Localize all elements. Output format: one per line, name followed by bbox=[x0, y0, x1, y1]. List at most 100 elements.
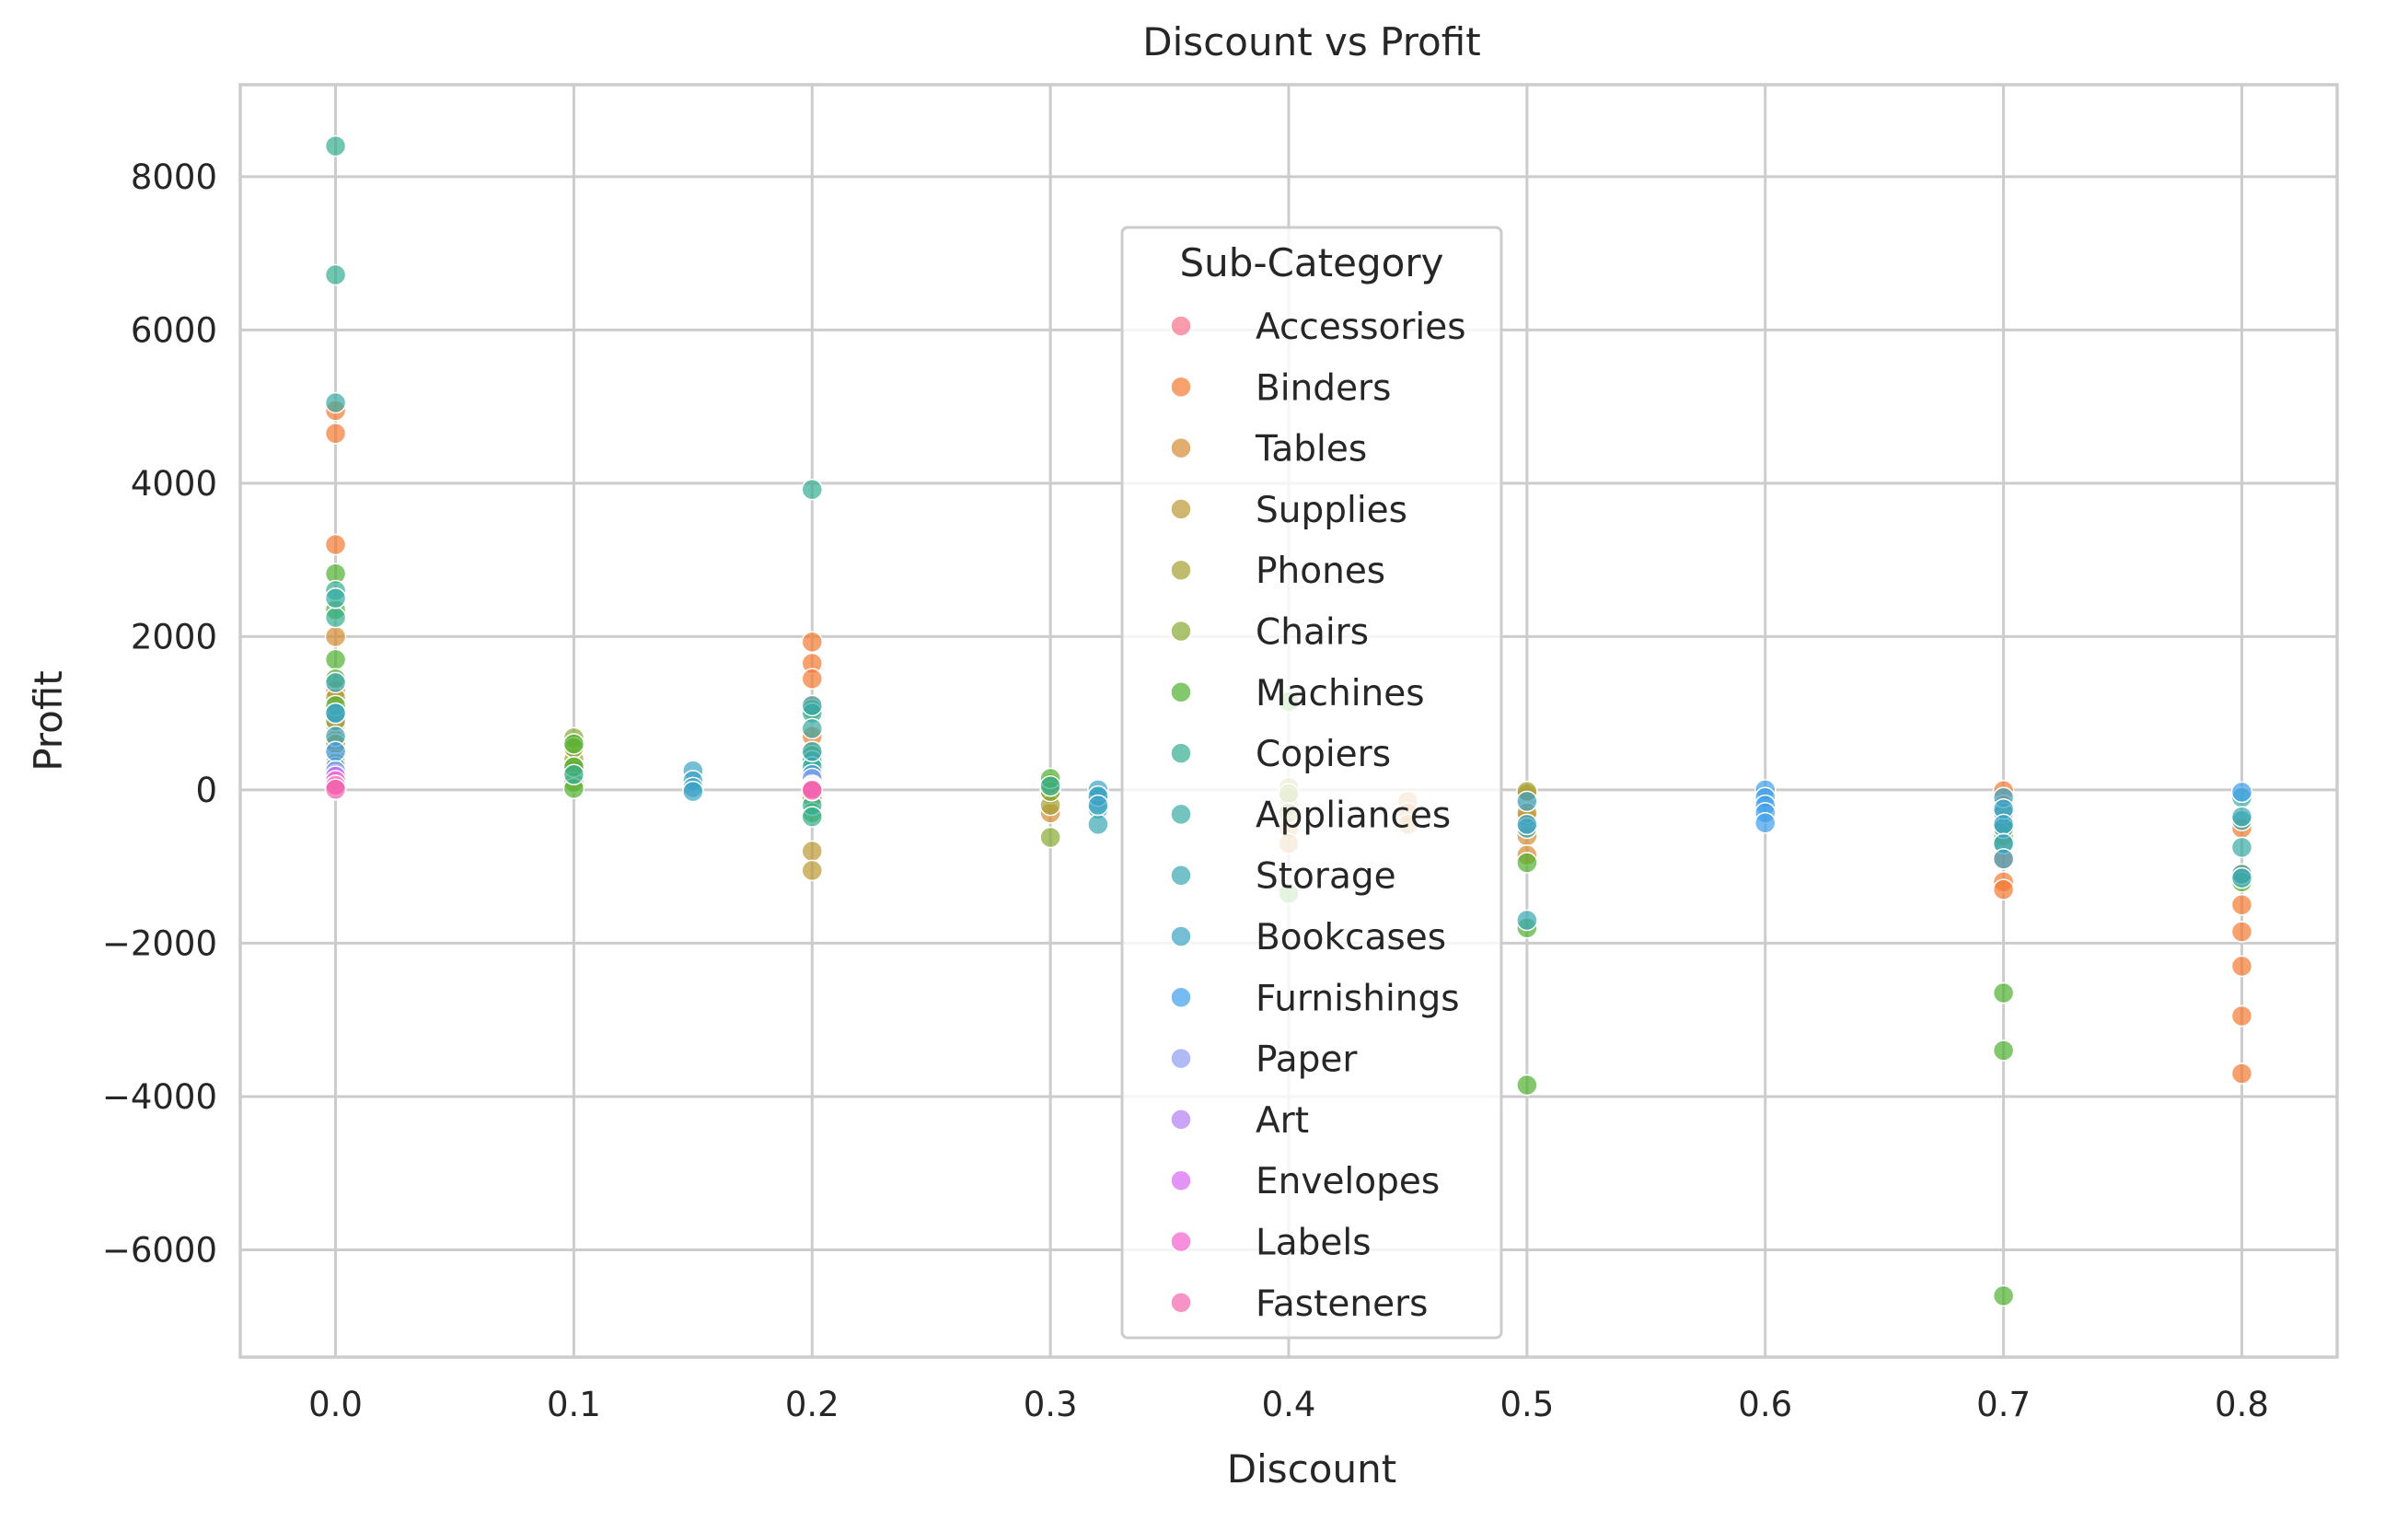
scatter-point bbox=[324, 740, 347, 763]
scatter-point bbox=[1516, 909, 1538, 932]
scatter-point bbox=[324, 778, 347, 800]
legend-label: Tables bbox=[1255, 429, 1367, 470]
legend-marker bbox=[1170, 1109, 1192, 1131]
chart-title: Discount vs Profit bbox=[1142, 19, 1480, 64]
scatter-point bbox=[1087, 794, 1109, 817]
legend-marker bbox=[1170, 1230, 1192, 1253]
scatter-point bbox=[1516, 790, 1538, 813]
legend-marker bbox=[1170, 498, 1192, 520]
y-tick-label: 2000 bbox=[131, 617, 217, 656]
x-tick-label: 0.1 bbox=[547, 1385, 601, 1424]
legend-label: Art bbox=[1256, 1100, 1309, 1142]
scatter-point bbox=[324, 648, 347, 671]
scatter-point bbox=[2230, 921, 2253, 943]
scatter-point bbox=[2230, 1062, 2253, 1085]
scatter-point bbox=[562, 763, 585, 786]
legend-marker bbox=[1170, 315, 1192, 337]
x-tick-label: 0.8 bbox=[2215, 1385, 2269, 1424]
x-tick-label: 0.0 bbox=[308, 1385, 363, 1424]
legend-marker bbox=[1170, 925, 1192, 947]
x-tick-label: 0.7 bbox=[1976, 1385, 2031, 1424]
scatter-point bbox=[801, 668, 824, 690]
legend-marker bbox=[1170, 436, 1192, 459]
legend-marker bbox=[1170, 864, 1192, 887]
x-axis-label: Discount bbox=[1227, 1446, 1396, 1492]
scatter-point bbox=[801, 779, 824, 802]
legend-label: Labels bbox=[1256, 1223, 1372, 1264]
scatter-point bbox=[2230, 894, 2253, 916]
legend-marker bbox=[1170, 376, 1192, 399]
scatter-point bbox=[1992, 1039, 2015, 1062]
scatter-point bbox=[324, 625, 347, 648]
plot-frame bbox=[238, 83, 2339, 1359]
scatter-point bbox=[324, 606, 347, 629]
scatter-point bbox=[1039, 775, 1061, 797]
legend-label: Bookcases bbox=[1256, 917, 1446, 958]
legend-marker bbox=[1170, 681, 1192, 703]
legend-label: Envelopes bbox=[1256, 1161, 1440, 1202]
scatter-point bbox=[1516, 852, 1538, 874]
scatter-point bbox=[324, 533, 347, 556]
legend-marker bbox=[1170, 620, 1192, 643]
y-tick-label: 4000 bbox=[131, 464, 217, 504]
legend-marker bbox=[1170, 1292, 1192, 1314]
y-axis-label: Profit bbox=[26, 670, 71, 772]
legend-marker bbox=[1170, 559, 1192, 581]
scatter-point bbox=[1516, 813, 1538, 836]
scatter-point bbox=[324, 671, 347, 694]
scatter-point bbox=[801, 717, 824, 740]
legend: Sub-Category Accessories Binders Tables Sup… bbox=[1120, 226, 1503, 1340]
scatter-point bbox=[801, 631, 824, 653]
scatter-point bbox=[324, 702, 347, 725]
legend-label: Binders bbox=[1256, 367, 1391, 409]
series-fasteners bbox=[324, 774, 824, 802]
scatter-point bbox=[324, 134, 347, 157]
scatter-point bbox=[1992, 981, 2015, 1004]
scatter-point bbox=[801, 840, 824, 863]
y-tick-label: −4000 bbox=[102, 1077, 217, 1117]
y-tick-label: −6000 bbox=[102, 1230, 217, 1270]
x-tick-label: 0.6 bbox=[1738, 1385, 1792, 1424]
legend-label: Paper bbox=[1256, 1039, 1358, 1081]
legend-items: Accessories Binders Tables Supplies Phones Ch… bbox=[1170, 307, 1466, 1325]
legend-marker bbox=[1170, 803, 1192, 826]
x-tick-label: 0.4 bbox=[1262, 1385, 1316, 1424]
legend-label: Storage bbox=[1256, 856, 1396, 898]
legend-label: Machines bbox=[1256, 673, 1425, 714]
legend-label: Copiers bbox=[1256, 734, 1391, 775]
scatter-point bbox=[1992, 848, 2015, 870]
scatter-point bbox=[2230, 955, 2253, 978]
y-tick-label: −2000 bbox=[102, 923, 217, 963]
y-tick-labels: −6000 −4000 −2000 0 2000 4000 6000 8000 bbox=[102, 157, 217, 1271]
x-tick-label: 0.2 bbox=[785, 1385, 839, 1424]
legend-marker bbox=[1170, 986, 1192, 1009]
scatter-point bbox=[801, 478, 824, 501]
scatter-point bbox=[801, 740, 824, 763]
legend-label: Appliances bbox=[1256, 795, 1451, 836]
scatter-point bbox=[801, 806, 824, 828]
y-tick-label: 0 bbox=[195, 771, 217, 810]
scatter-point bbox=[1516, 1074, 1538, 1097]
scatter-point bbox=[324, 391, 347, 414]
scatter-point bbox=[2230, 806, 2253, 828]
scatter-point bbox=[324, 587, 347, 610]
legend-marker bbox=[1170, 1169, 1192, 1191]
y-tick-label: 8000 bbox=[131, 157, 217, 197]
scatter-point bbox=[801, 859, 824, 882]
scatter-point bbox=[2230, 781, 2253, 804]
x-tick-labels: 0.0 0.1 0.2 0.3 0.4 0.5 0.6 0.7 0.8 bbox=[308, 1385, 2269, 1424]
legend-label: Furnishings bbox=[1256, 978, 1460, 1019]
scatter-point bbox=[324, 423, 347, 445]
scatter-point bbox=[682, 780, 704, 803]
scatter-point bbox=[324, 263, 347, 286]
scatter-point bbox=[1754, 811, 1777, 834]
legend-title: Sub-Category bbox=[1180, 240, 1444, 285]
scatter-point bbox=[1992, 878, 2015, 900]
x-tick-label: 0.5 bbox=[1499, 1385, 1554, 1424]
scatter-point bbox=[801, 694, 824, 717]
scatter-point bbox=[2230, 1004, 2253, 1028]
scatter-point bbox=[1992, 1284, 2015, 1307]
y-tick-label: 6000 bbox=[131, 310, 217, 350]
scatter-point bbox=[2230, 836, 2253, 859]
legend-label: Fasteners bbox=[1256, 1283, 1428, 1325]
